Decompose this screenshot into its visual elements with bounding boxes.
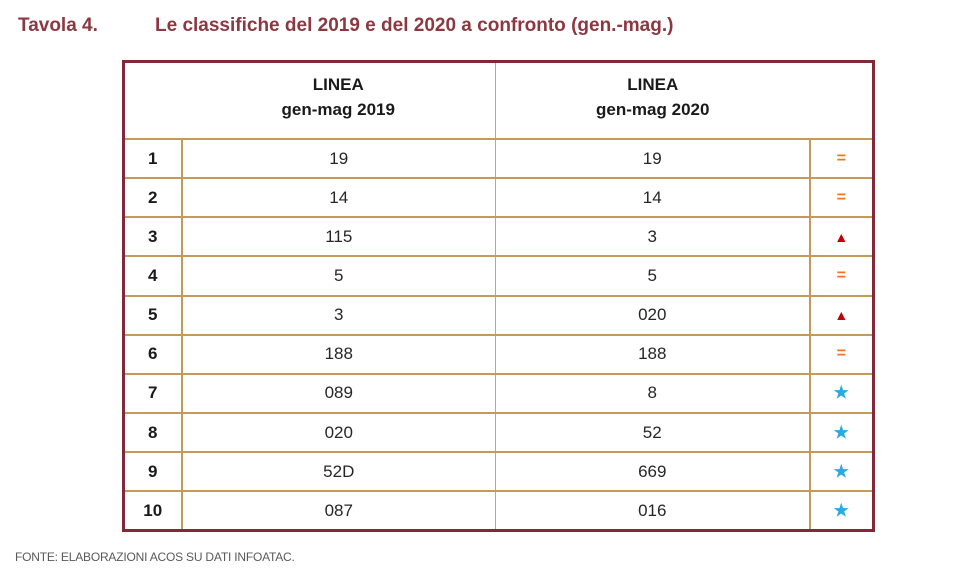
rank-cell: 8 bbox=[123, 411, 183, 453]
table-header: LINEA gen-mag 2019 LINEA gen-mag 2020 bbox=[123, 61, 874, 140]
value-2019-cell: 115 bbox=[181, 216, 496, 257]
column-header-2019: LINEA gen-mag 2019 bbox=[181, 61, 496, 140]
symbol-column-header bbox=[809, 61, 874, 140]
column-header-2019-line2: gen-mag 2019 bbox=[281, 99, 395, 119]
value-2019-cell: 087 bbox=[181, 490, 496, 531]
column-header-2020-line1: LINEA bbox=[627, 74, 679, 94]
value-2020-cell: 19 bbox=[495, 137, 811, 179]
value-2020-cell: 016 bbox=[495, 490, 811, 531]
table-row: 7 089 8 ★ bbox=[123, 372, 874, 413]
rank-cell: 1 bbox=[123, 137, 183, 179]
table-row: 2 14 14 = bbox=[123, 177, 874, 218]
star-icon: ★ bbox=[809, 372, 874, 413]
value-2020-cell: 188 bbox=[495, 333, 811, 374]
star-icon: ★ bbox=[809, 490, 874, 531]
rank-cell: 6 bbox=[123, 333, 183, 374]
equals-icon: = bbox=[809, 137, 874, 179]
star-icon: ★ bbox=[809, 451, 874, 492]
star-icon: ★ bbox=[809, 411, 874, 453]
rank-cell: 4 bbox=[123, 255, 183, 296]
table-row: 6 188 188 = bbox=[123, 333, 874, 374]
header-row: LINEA gen-mag 2019 LINEA gen-mag 2020 bbox=[123, 61, 874, 140]
value-2020-cell: 5 bbox=[495, 255, 811, 296]
table-body: 1 19 19 = 2 14 14 = 3 115 3 ▲ 4 5 5 = 5 3 020 ▲ 6 188 188 = 7 089… bbox=[123, 137, 874, 531]
table-title-label: Tavola 4. bbox=[18, 15, 98, 36]
rank-cell: 9 bbox=[123, 451, 183, 492]
value-2020-cell: 52 bbox=[495, 411, 811, 453]
value-2019-cell: 089 bbox=[181, 372, 496, 413]
rank-cell: 2 bbox=[123, 177, 183, 218]
value-2020-cell: 8 bbox=[495, 372, 811, 413]
value-2020-cell: 669 bbox=[495, 451, 811, 492]
source-note: FONTE: ELABORAZIONI ACOS SU DATI INFOATA… bbox=[15, 550, 295, 564]
table-row: 1 19 19 = bbox=[123, 137, 874, 179]
column-header-2020-line2: gen-mag 2020 bbox=[596, 99, 710, 119]
equals-icon: = bbox=[809, 177, 874, 218]
table-row: 9 52D 669 ★ bbox=[123, 451, 874, 492]
value-2020-cell: 14 bbox=[495, 177, 811, 218]
value-2019-cell: 52D bbox=[181, 451, 496, 492]
rank-cell: 5 bbox=[123, 294, 183, 335]
equals-icon: = bbox=[809, 333, 874, 374]
column-header-2019-line1: LINEA bbox=[312, 74, 364, 94]
table-row: 4 5 5 = bbox=[123, 255, 874, 296]
equals-icon: = bbox=[809, 255, 874, 296]
table-title-text: Le classifiche del 2019 e del 2020 a con… bbox=[155, 15, 674, 36]
up-triangle-icon: ▲ bbox=[809, 216, 874, 257]
table-title: Tavola 4. Le classifiche del 2019 e del … bbox=[0, 15, 971, 45]
value-2019-cell: 188 bbox=[181, 333, 496, 374]
rank-cell: 10 bbox=[123, 490, 183, 531]
value-2020-cell: 020 bbox=[495, 294, 811, 335]
value-2019-cell: 19 bbox=[181, 137, 496, 179]
table-row: 10 087 016 ★ bbox=[123, 490, 874, 531]
rank-cell: 3 bbox=[123, 216, 183, 257]
column-header-2020: LINEA gen-mag 2020 bbox=[495, 61, 810, 140]
up-triangle-icon: ▲ bbox=[809, 294, 874, 335]
value-2020-cell: 3 bbox=[495, 216, 811, 257]
table-row: 5 3 020 ▲ bbox=[123, 294, 874, 335]
value-2019-cell: 3 bbox=[181, 294, 496, 335]
value-2019-cell: 020 bbox=[181, 411, 496, 453]
value-2019-cell: 14 bbox=[181, 177, 496, 218]
table-row: 8 020 52 ★ bbox=[123, 411, 874, 453]
rank-cell: 7 bbox=[123, 372, 183, 413]
value-2019-cell: 5 bbox=[181, 255, 496, 296]
rank-column-header bbox=[123, 61, 182, 140]
table-row: 3 115 3 ▲ bbox=[123, 216, 874, 257]
